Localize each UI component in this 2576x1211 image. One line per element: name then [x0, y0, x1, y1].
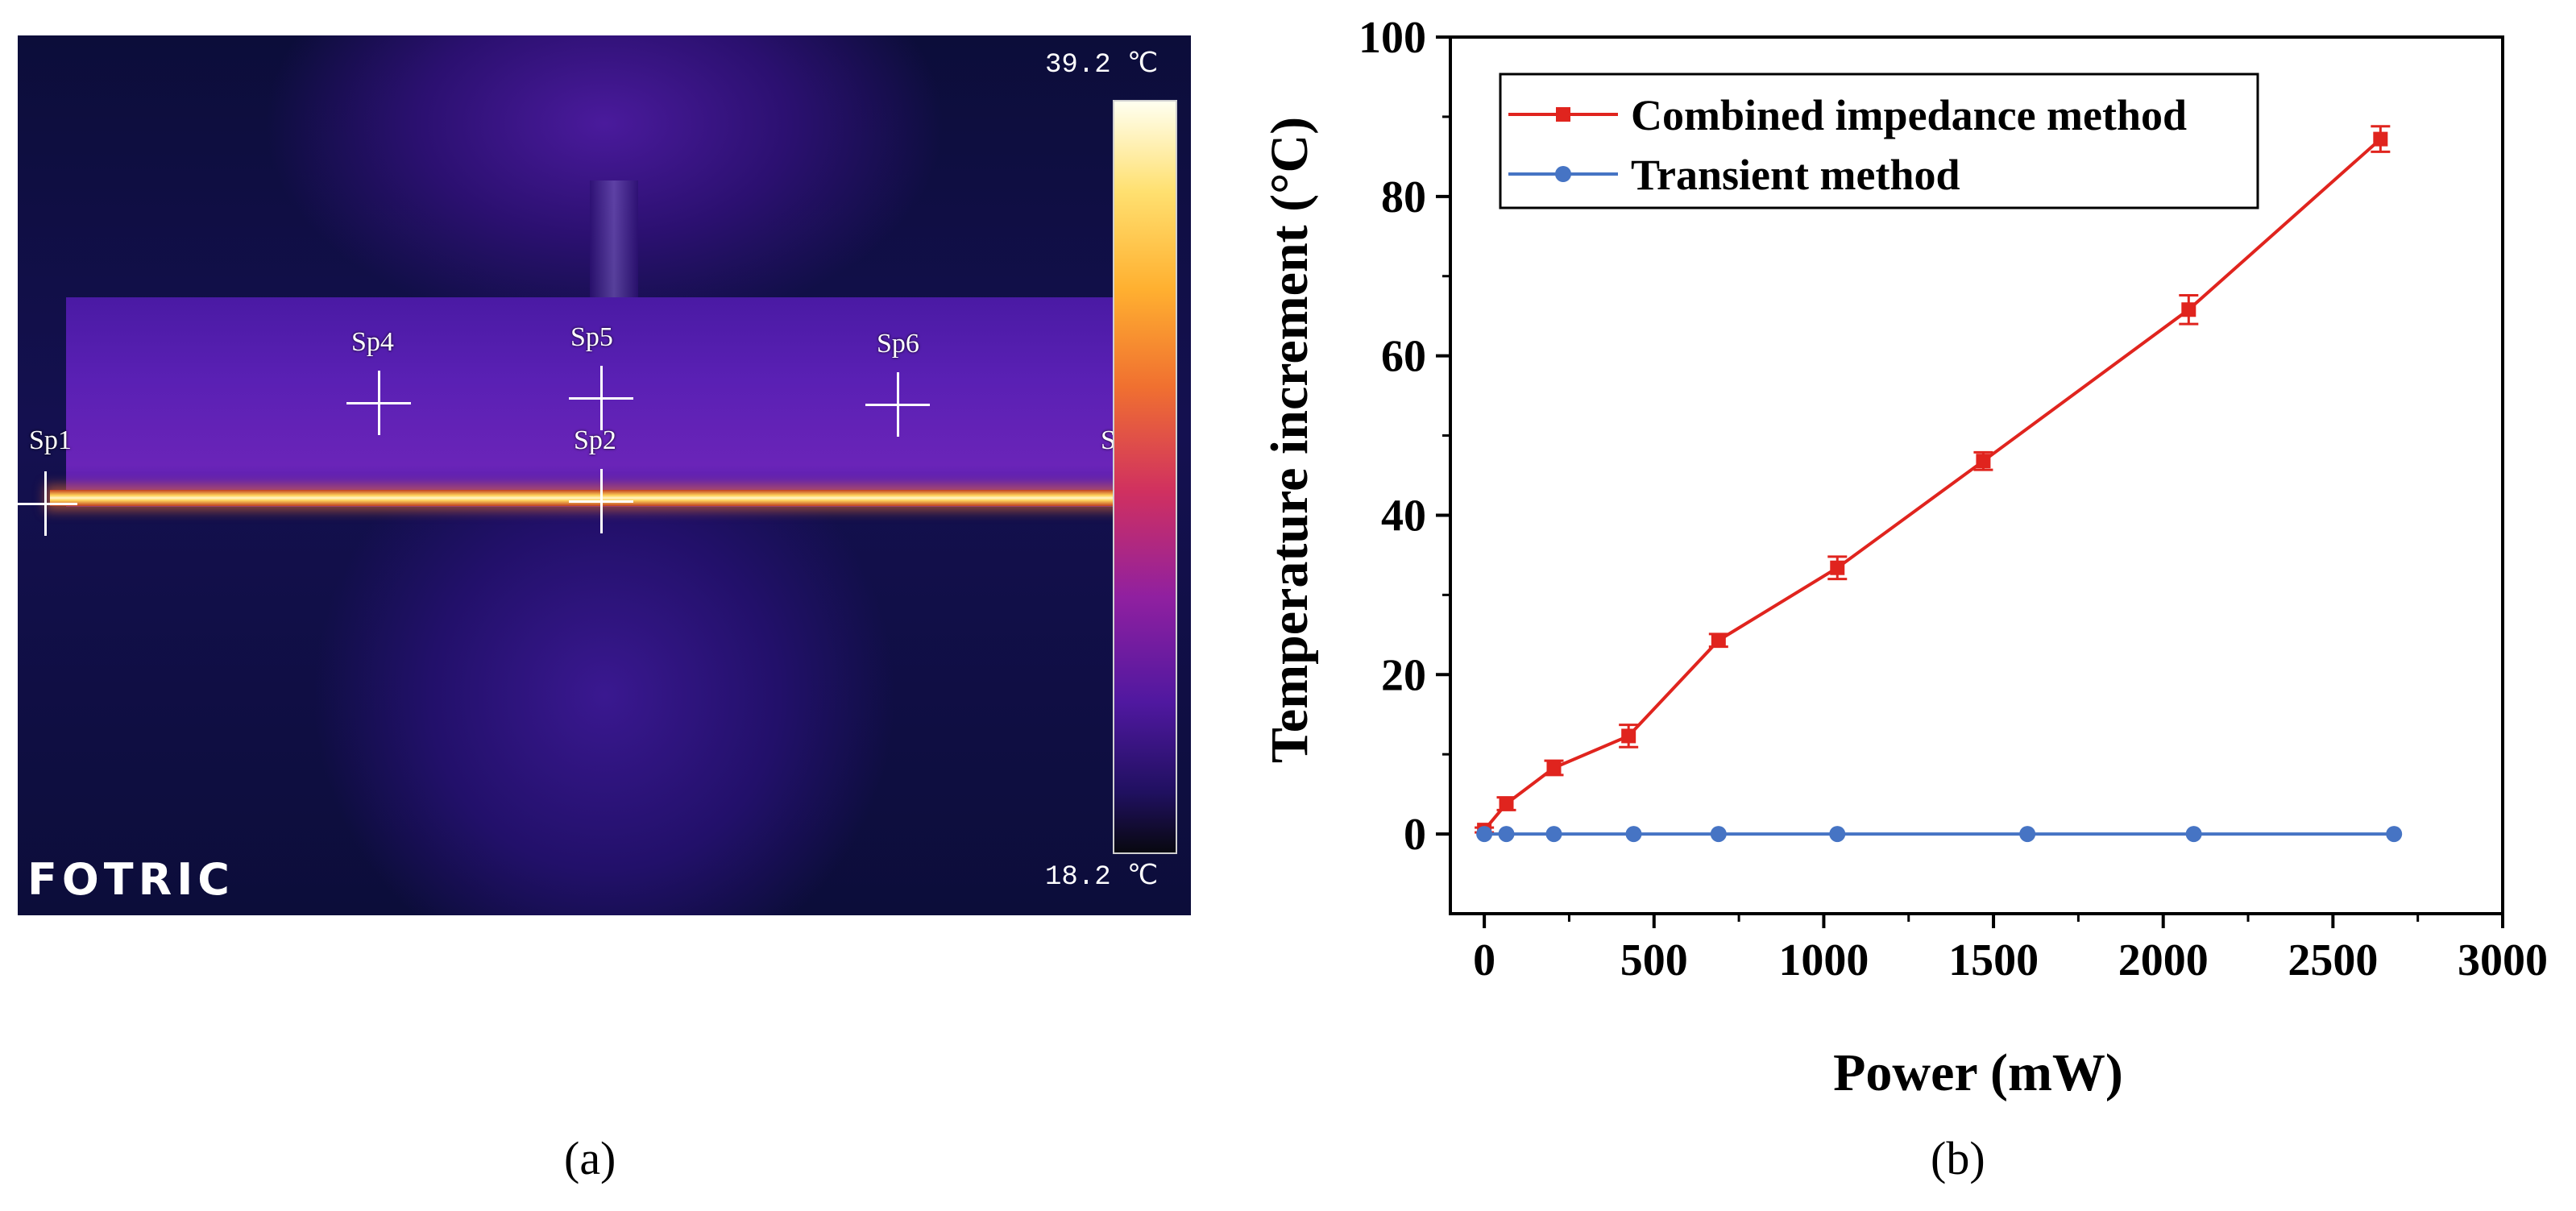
data-point — [1621, 728, 1636, 744]
spot-label-sp5: Sp5 — [570, 322, 613, 352]
data-point — [1545, 826, 1562, 843]
y-tick-label: 80 — [1381, 172, 1426, 222]
series-combined-impedance — [1475, 125, 2391, 838]
series-transient — [1476, 826, 2403, 843]
data-point — [2386, 826, 2403, 843]
y-tick-label: 20 — [1381, 650, 1426, 700]
spot-label-sp2: Sp2 — [574, 425, 616, 455]
thermal-image: Sp1 Sp2 Sp4 Sp5 Sp6 S 39.2 ℃ 18.2 ℃ FOTR… — [18, 35, 1191, 915]
hot-line — [50, 490, 1122, 506]
data-point — [2181, 302, 2196, 317]
x-tick-label: 1000 — [1778, 935, 1869, 985]
spot-marker-sp1 — [18, 471, 77, 536]
spot-marker-sp4 — [346, 371, 411, 435]
spot-marker-sp6 — [865, 372, 930, 437]
data-point — [1829, 826, 1846, 843]
plot-border — [1449, 35, 2504, 915]
spot-label-partial: S — [1101, 425, 1116, 455]
axis-ticks: 0 500 1000 1500 2000 2500 3000 0 20 40 60 80 100 — [1359, 13, 2548, 985]
y-tick-label: 0 — [1404, 810, 1426, 860]
spot-label-sp1: Sp1 — [29, 425, 72, 455]
scale-max-label: 39.2 ℃ — [1045, 50, 1159, 81]
scale-min-label: 18.2 ℃ — [1045, 862, 1159, 893]
y-tick-label: 60 — [1381, 332, 1426, 382]
legend-label: Combined impedance method — [1631, 91, 2187, 139]
x-tick-label: 1500 — [1948, 935, 2039, 985]
data-point — [1498, 826, 1515, 843]
data-point — [1499, 796, 1514, 811]
data-point — [1546, 760, 1562, 775]
data-point — [2373, 131, 2388, 147]
temperature-colorbar — [1113, 100, 1177, 854]
y-axis-label: Temperature increment (°C) — [1260, 117, 1319, 763]
y-tick-label: 40 — [1381, 491, 1426, 541]
legend-label: Transient method — [1631, 151, 1960, 199]
x-tick-label: 2500 — [2288, 935, 2378, 985]
panel-b-caption: (b) — [1931, 1132, 1985, 1184]
data-point — [1710, 826, 1727, 843]
data-point — [2185, 826, 2202, 843]
legend-box — [1499, 73, 2259, 209]
legend-marker — [1556, 107, 1570, 122]
spot-label-sp4: Sp4 — [351, 327, 394, 357]
series-layer — [1475, 125, 2403, 843]
data-point — [1476, 826, 1493, 843]
x-tick-label: 3000 — [2458, 935, 2548, 985]
data-point — [1711, 632, 1726, 648]
x-axis-label: Power (mW) — [1833, 1043, 2123, 1102]
data-point — [2019, 826, 2036, 843]
x-tick-label: 500 — [1620, 935, 1688, 985]
panel-a-caption: (a) — [564, 1132, 616, 1184]
spot-marker-sp5 — [569, 366, 633, 430]
legend: Combined impedance method Transient metho… — [1499, 73, 2259, 209]
y-tick-label: 100 — [1359, 13, 1426, 63]
x-tick-label: 2000 — [2118, 935, 2209, 985]
data-point — [1976, 454, 1991, 469]
spot-marker-sp2 — [569, 469, 633, 533]
plot-frame — [1449, 35, 2504, 915]
sample-strip — [66, 297, 1122, 507]
legend-marker — [1555, 166, 1571, 182]
data-point — [1830, 560, 1845, 575]
x-tick-label: 0 — [1473, 935, 1495, 985]
spot-label-sp6: Sp6 — [877, 329, 919, 359]
series-line — [1483, 138, 2382, 832]
brand-logo: FOTRIC — [27, 854, 234, 905]
data-point — [1625, 826, 1642, 843]
